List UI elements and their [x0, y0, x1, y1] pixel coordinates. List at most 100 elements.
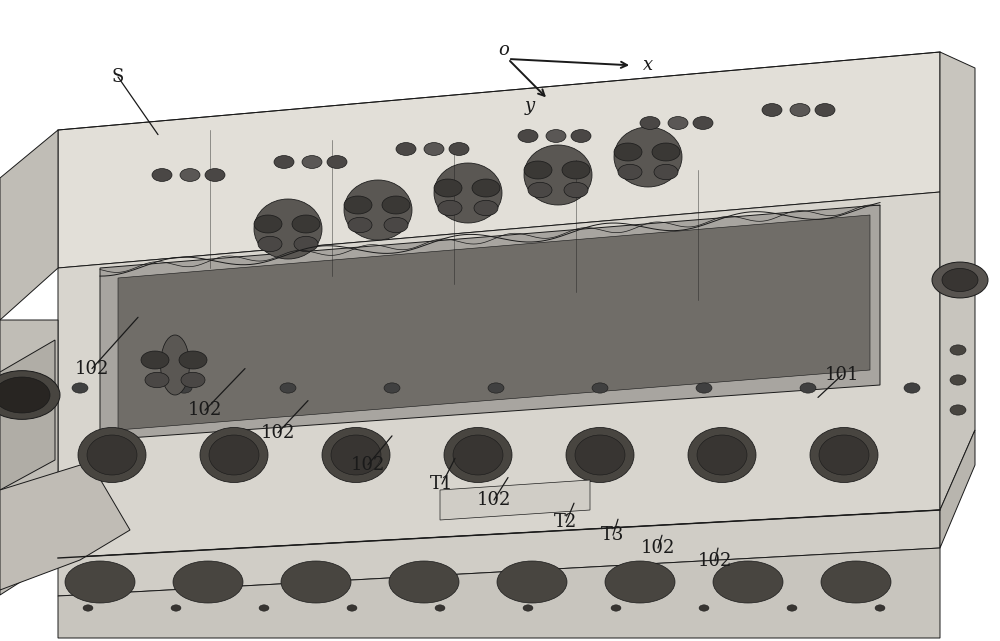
Ellipse shape — [281, 561, 351, 603]
Circle shape — [618, 164, 642, 179]
Polygon shape — [58, 510, 940, 596]
Circle shape — [180, 169, 200, 181]
Circle shape — [693, 117, 713, 129]
Circle shape — [259, 605, 269, 612]
Circle shape — [564, 182, 588, 197]
Ellipse shape — [524, 145, 592, 205]
Circle shape — [611, 605, 621, 612]
Ellipse shape — [444, 428, 512, 483]
Circle shape — [258, 237, 282, 252]
Circle shape — [875, 605, 885, 612]
Polygon shape — [0, 130, 58, 320]
Circle shape — [571, 129, 591, 142]
Circle shape — [652, 143, 680, 161]
Circle shape — [280, 383, 296, 393]
Polygon shape — [58, 548, 940, 638]
Ellipse shape — [209, 435, 259, 475]
Circle shape — [171, 605, 181, 612]
Ellipse shape — [819, 435, 869, 475]
Circle shape — [294, 237, 318, 252]
Text: T3: T3 — [601, 526, 625, 544]
Ellipse shape — [497, 561, 567, 603]
Circle shape — [449, 142, 469, 155]
Circle shape — [205, 169, 225, 181]
Circle shape — [0, 377, 50, 413]
Ellipse shape — [344, 180, 412, 240]
Text: x: x — [643, 56, 653, 74]
Circle shape — [904, 383, 920, 393]
Polygon shape — [0, 340, 55, 490]
Circle shape — [592, 383, 608, 393]
Circle shape — [254, 215, 282, 233]
Ellipse shape — [575, 435, 625, 475]
Circle shape — [640, 117, 660, 129]
Circle shape — [488, 383, 504, 393]
Circle shape — [474, 200, 498, 215]
Circle shape — [787, 605, 797, 612]
Circle shape — [942, 269, 978, 292]
Ellipse shape — [605, 561, 675, 603]
Circle shape — [0, 370, 60, 419]
Ellipse shape — [173, 561, 243, 603]
Circle shape — [83, 605, 93, 612]
Polygon shape — [100, 205, 880, 440]
Circle shape — [438, 200, 462, 215]
Polygon shape — [0, 462, 130, 590]
Text: o: o — [499, 41, 509, 59]
Text: 102: 102 — [75, 360, 109, 378]
Circle shape — [524, 161, 552, 179]
Circle shape — [668, 117, 688, 129]
Ellipse shape — [331, 435, 381, 475]
Text: 102: 102 — [261, 424, 295, 442]
Polygon shape — [440, 480, 590, 520]
Ellipse shape — [65, 561, 135, 603]
Text: 102: 102 — [641, 539, 675, 557]
Circle shape — [145, 372, 169, 388]
Ellipse shape — [200, 428, 268, 483]
Circle shape — [654, 164, 678, 179]
Ellipse shape — [161, 335, 189, 395]
Text: 101: 101 — [825, 366, 859, 384]
Circle shape — [274, 156, 294, 169]
Circle shape — [614, 143, 642, 161]
Polygon shape — [58, 52, 940, 268]
Circle shape — [141, 351, 169, 369]
Text: 102: 102 — [351, 456, 385, 474]
Circle shape — [950, 345, 966, 355]
Polygon shape — [0, 320, 58, 595]
Ellipse shape — [78, 428, 146, 483]
Circle shape — [344, 196, 372, 214]
Circle shape — [347, 605, 357, 612]
Circle shape — [176, 383, 192, 393]
Circle shape — [152, 169, 172, 181]
Circle shape — [181, 372, 205, 388]
Polygon shape — [940, 52, 975, 510]
Circle shape — [950, 405, 966, 415]
Circle shape — [348, 217, 372, 233]
Circle shape — [302, 156, 322, 169]
Circle shape — [382, 196, 410, 214]
Ellipse shape — [322, 428, 390, 483]
Polygon shape — [58, 192, 940, 558]
Circle shape — [699, 605, 709, 612]
Text: 102: 102 — [188, 401, 222, 419]
Ellipse shape — [821, 561, 891, 603]
Circle shape — [396, 142, 416, 155]
Circle shape — [384, 217, 408, 233]
Circle shape — [179, 351, 207, 369]
Circle shape — [790, 104, 810, 117]
Ellipse shape — [453, 435, 503, 475]
Circle shape — [72, 383, 88, 393]
Ellipse shape — [389, 561, 459, 603]
Circle shape — [472, 179, 500, 197]
Text: y: y — [525, 97, 535, 115]
Text: S: S — [112, 68, 124, 86]
Circle shape — [528, 182, 552, 197]
Ellipse shape — [713, 561, 783, 603]
Text: 102: 102 — [698, 552, 732, 570]
Ellipse shape — [688, 428, 756, 483]
Circle shape — [424, 142, 444, 155]
Ellipse shape — [254, 199, 322, 259]
Text: 102: 102 — [477, 491, 511, 509]
Ellipse shape — [810, 428, 878, 483]
